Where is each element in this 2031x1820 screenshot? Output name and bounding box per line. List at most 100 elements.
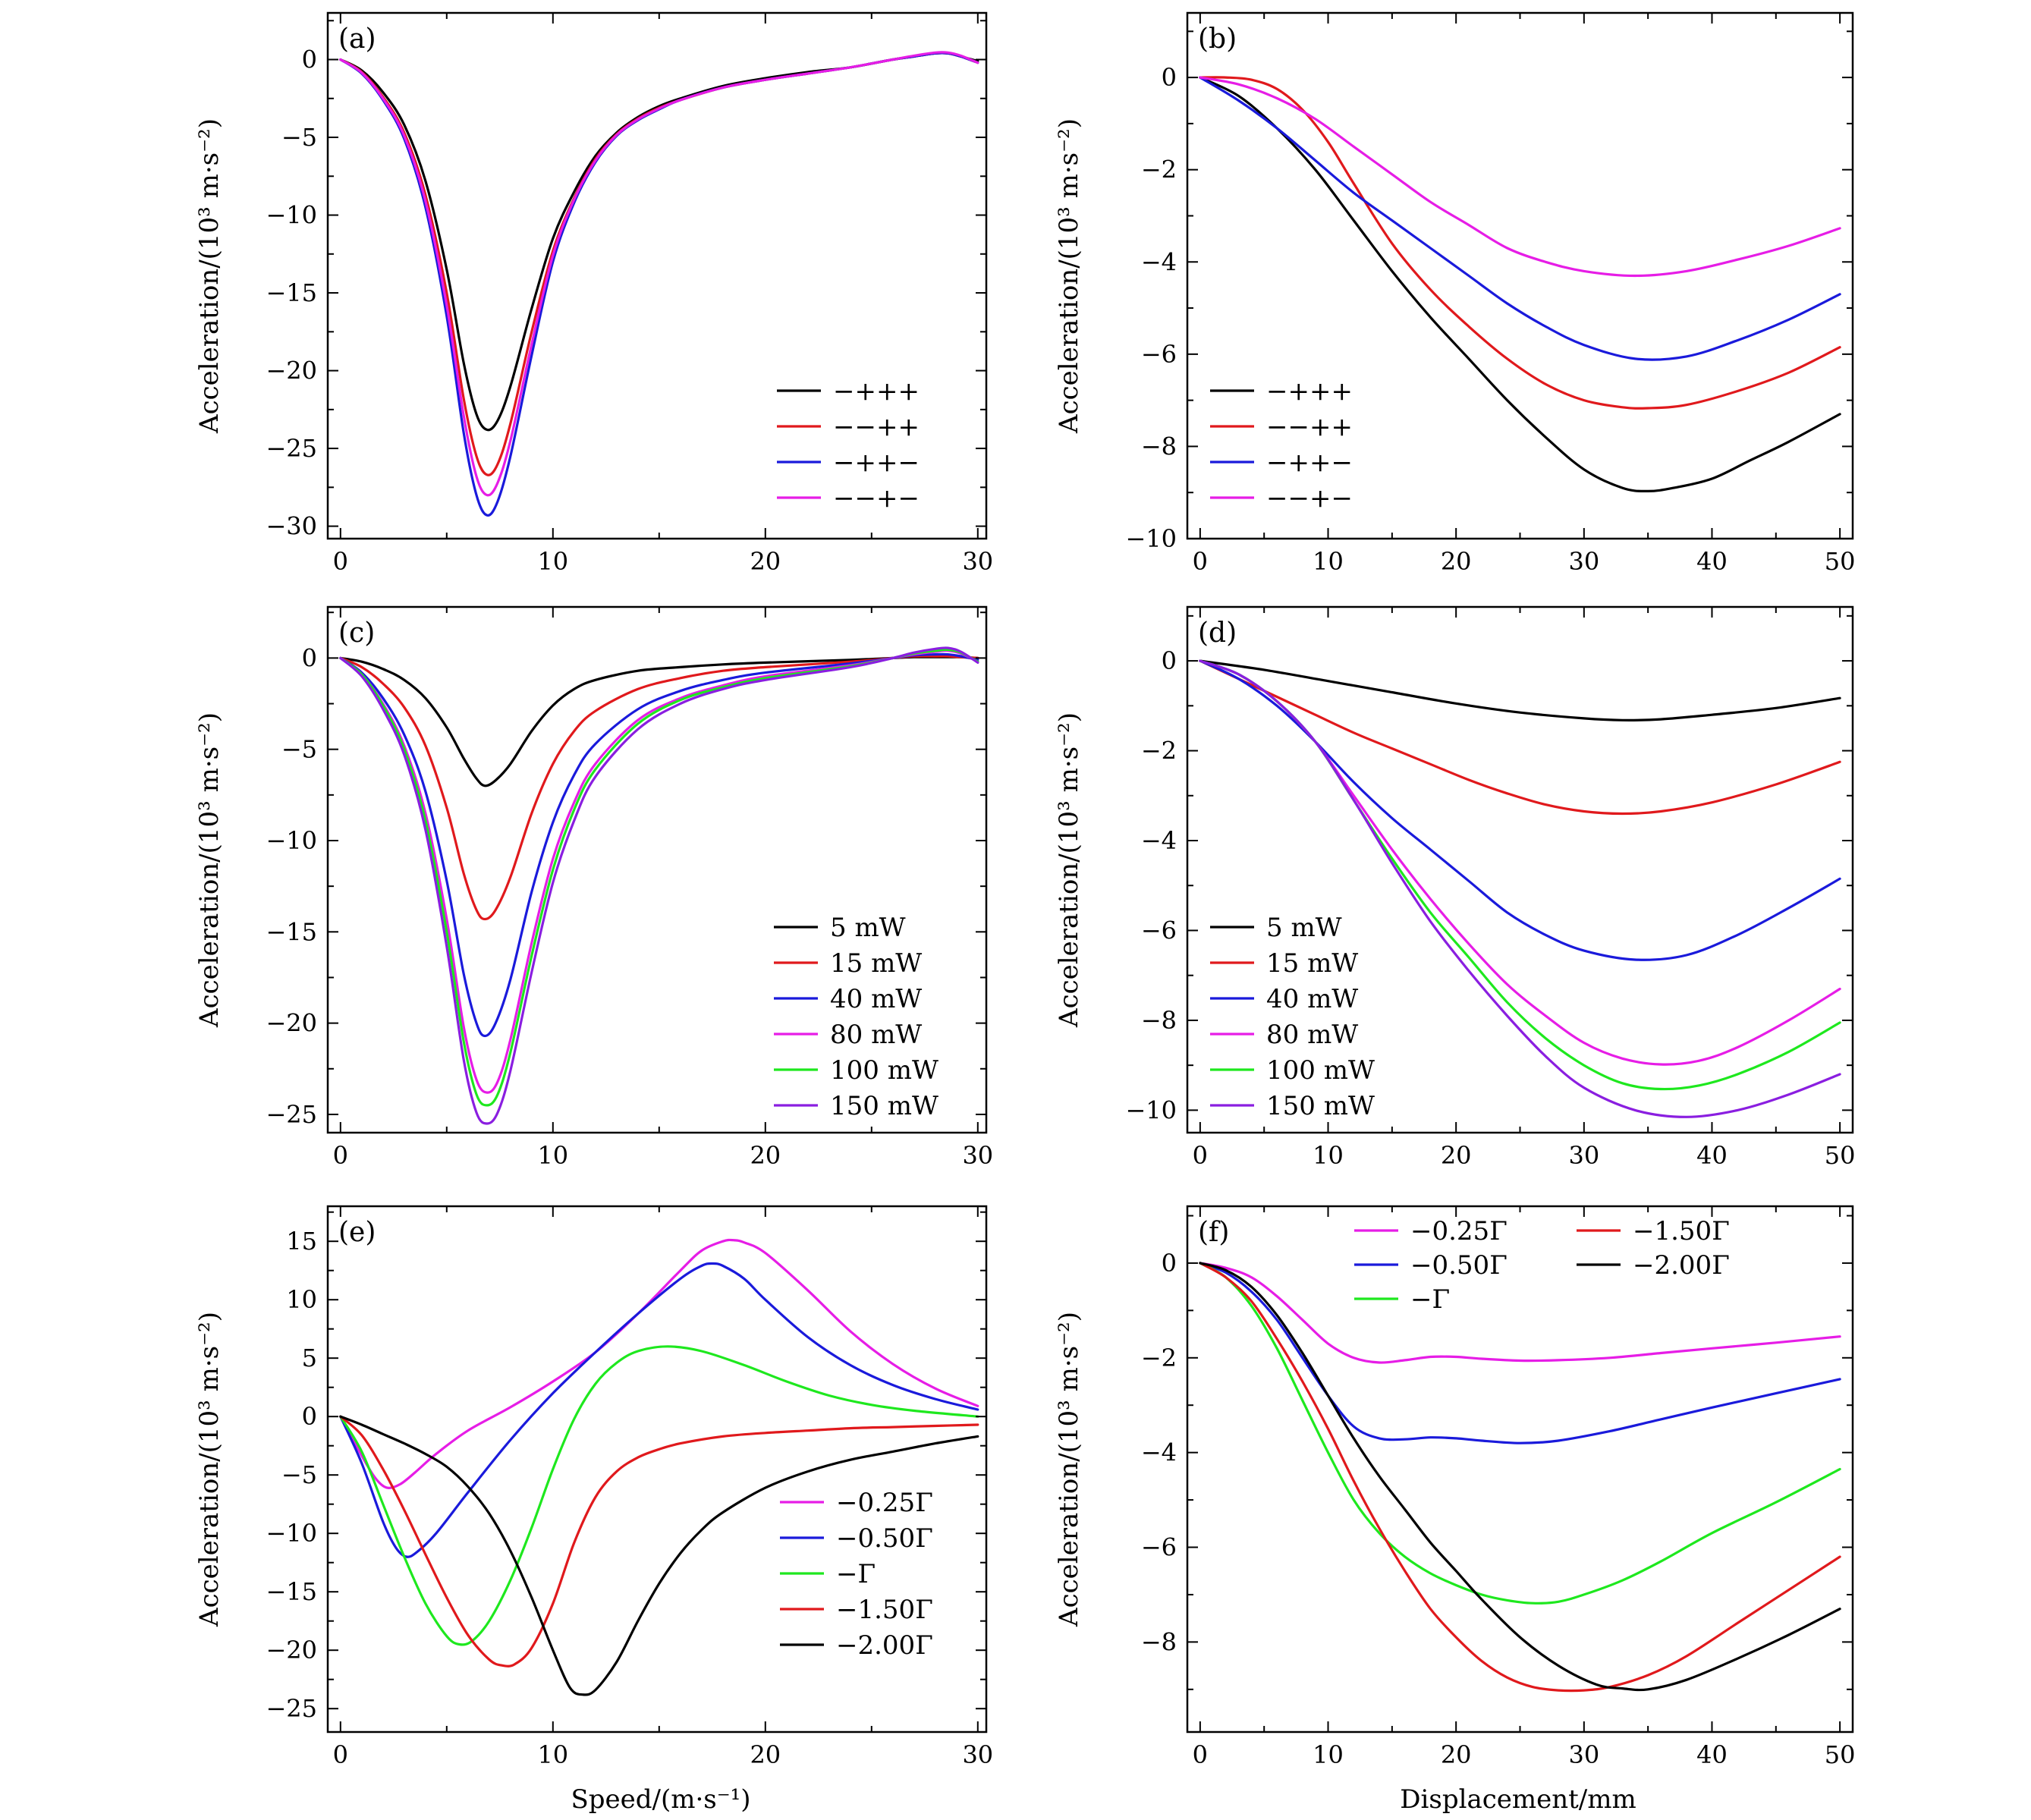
panel-label-d: (d) — [1198, 618, 1237, 649]
series-group-f — [1199, 1262, 1841, 1693]
y-tick-label-f: −6 — [1141, 1533, 1177, 1562]
y-tick-label-b: 0 — [1162, 63, 1177, 92]
x-tick-label-b: 10 — [1313, 547, 1344, 576]
y-tick-label-b: −2 — [1141, 156, 1177, 184]
panel-label-f: (f) — [1198, 1217, 1229, 1248]
legend-label-b-3: −−+− — [1266, 483, 1353, 514]
legend-label-b-1: −−++ — [1266, 412, 1353, 442]
legend-label-d-4: 100 mW — [1266, 1055, 1375, 1086]
plot-frame-c — [326, 605, 988, 1134]
legend-label-e-3: −1.50Γ — [836, 1595, 933, 1625]
y-tick-label-c: −25 — [266, 1100, 317, 1129]
legend-label-c-4: 100 mW — [830, 1055, 938, 1086]
series-line-c-5 — [339, 646, 979, 1125]
y-axis-title-e: Acceleration/(10³ m·s⁻²) — [194, 1312, 225, 1627]
x-tick-label-a: 30 — [962, 547, 993, 576]
series-line-b-3 — [1199, 76, 1841, 278]
y-tick-label-d: 0 — [1162, 646, 1177, 675]
y-tick-label-a: −25 — [266, 434, 317, 463]
y-tick-label-c: −20 — [266, 1009, 317, 1038]
series-line-f-2 — [1199, 1262, 1841, 1605]
series-group-a — [339, 51, 979, 517]
y-axis-title-d: Acceleration/(10³ m·s⁻²) — [1054, 712, 1084, 1028]
x-tick-label-c: 20 — [750, 1141, 781, 1170]
legend-label-e-2: −Γ — [836, 1559, 876, 1589]
y-tick-label-a: −10 — [266, 201, 317, 230]
x-tick-label-d: 10 — [1313, 1141, 1344, 1170]
y-tick-label-a: −15 — [266, 278, 317, 307]
legend-label-e-0: −0.25Γ — [836, 1488, 933, 1518]
legend-label-c-3: 80 mW — [830, 1020, 922, 1050]
legend-label-f-4: −2.00Γ — [1633, 1250, 1730, 1281]
x-tick-label-a: 20 — [750, 547, 781, 576]
x-tick-label-c: 0 — [333, 1141, 348, 1170]
legend-label-d-3: 80 mW — [1266, 1020, 1358, 1050]
legend-label-e-1: −0.50Γ — [836, 1523, 933, 1554]
y-axis-title-f: Acceleration/(10³ m·s⁻²) — [1054, 1312, 1084, 1627]
y-tick-label-d: −2 — [1141, 737, 1177, 765]
legend-d: 5 mW 15 mW 40 mW 80 mW 100 mW 150 mW — [1210, 913, 1375, 1121]
series-line-f-0 — [1199, 1262, 1841, 1364]
x-tick-label-e: 20 — [750, 1740, 781, 1769]
series-line-d-2 — [1199, 659, 1841, 961]
x-tick-label-d: 30 — [1568, 1141, 1599, 1170]
y-tick-label-c: 0 — [302, 643, 317, 672]
y-axis-title-b: Acceleration/(10³ m·s⁻²) — [1054, 118, 1084, 434]
y-tick-label-f: −4 — [1141, 1438, 1177, 1467]
x-axis-title-speed: Speed/(m·s⁻¹) — [571, 1784, 750, 1815]
x-tick-label-a: 0 — [333, 547, 348, 576]
x-tick-label-e: 0 — [333, 1740, 348, 1769]
legend-label-d-5: 150 mW — [1266, 1091, 1375, 1121]
y-tick-label-f: −8 — [1141, 1627, 1177, 1656]
panel-label-c: (c) — [338, 618, 375, 649]
plot-frame-f — [1186, 1205, 1854, 1734]
series-line-b-1 — [1199, 76, 1841, 410]
series-line-b-2 — [1199, 76, 1841, 361]
y-tick-label-e: −25 — [266, 1694, 317, 1723]
x-tick-label-c: 30 — [962, 1141, 993, 1170]
y-tick-label-e: 5 — [302, 1344, 317, 1372]
y-tick-label-e: −10 — [266, 1519, 317, 1548]
series-line-d-1 — [1199, 659, 1841, 816]
legend-label-c-5: 150 mW — [830, 1091, 938, 1121]
legend-label-a-3: −−+− — [833, 483, 920, 514]
x-axis-title-displacement: Displacement/mm — [1400, 1784, 1636, 1815]
legend-label-e-4: −2.00Γ — [836, 1630, 933, 1661]
legend-label-f-2: −Γ — [1410, 1284, 1450, 1315]
series-line-d-0 — [1199, 659, 1841, 721]
plot-frame-a — [326, 11, 988, 540]
series-line-e-0 — [339, 1238, 979, 1489]
legend-label-c-2: 40 mW — [830, 984, 922, 1014]
panel-c: 0 10 20 30 0 −5 −10 −15 −20 −25 Acceleration/(10³ … — [194, 605, 993, 1170]
legend-f: −0.25Γ −0.50Γ−Γ −1.50Γ −2.00Γ — [1354, 1216, 1730, 1315]
x-tick-label-b: 20 — [1441, 547, 1472, 576]
panel-b: 0 10 20 30 40 50 0 −2 −4 −6 −8 −10 Acceleration/(10³… — [1054, 11, 1855, 576]
legend-label-d-1: 15 mW — [1266, 948, 1358, 979]
panel-label-e: (e) — [338, 1217, 376, 1248]
x-tick-label-d: 0 — [1193, 1141, 1208, 1170]
y-axis-title-a: Acceleration/(10³ m·s⁻²) — [194, 118, 225, 434]
legend-label-f-3: −1.50Γ — [1633, 1216, 1730, 1246]
x-tick-label-f: 40 — [1696, 1740, 1728, 1769]
y-tick-label-e: −5 — [281, 1460, 317, 1489]
y-tick-label-e: 0 — [302, 1402, 317, 1431]
series-line-a-3 — [339, 51, 979, 497]
series-line-b-0 — [1199, 76, 1841, 493]
x-tick-label-f: 50 — [1825, 1740, 1856, 1769]
legend-label-b-0: −+++ — [1266, 376, 1353, 407]
legend-label-c-0: 5 mW — [830, 913, 906, 943]
x-tick-label-e: 30 — [962, 1740, 993, 1769]
y-tick-label-d: −4 — [1141, 826, 1177, 855]
series-line-f-3 — [1199, 1262, 1841, 1693]
x-tick-label-b: 30 — [1568, 547, 1599, 576]
legend-a: −+++ −−++ −++− −−+− — [777, 376, 920, 514]
y-tick-label-c: −5 — [281, 735, 317, 764]
y-tick-label-a: −5 — [281, 123, 317, 152]
plot-frame-e — [326, 1205, 988, 1734]
series-line-a-2 — [339, 52, 979, 517]
x-tick-label-a: 10 — [537, 547, 568, 576]
legend-label-b-2: −++− — [1266, 448, 1353, 478]
x-tick-label-b: 40 — [1696, 547, 1728, 576]
series-group-e — [339, 1238, 979, 1696]
